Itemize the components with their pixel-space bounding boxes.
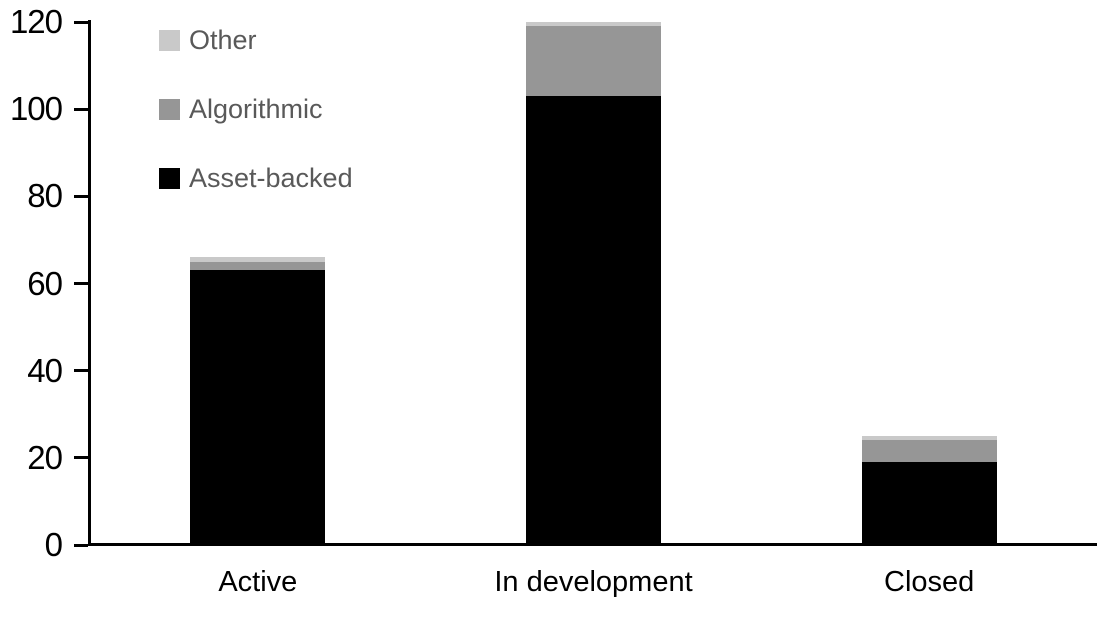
- legend-label-asset-backed: Asset-backed: [189, 163, 353, 193]
- legend-label-other: Other: [189, 25, 257, 55]
- segment-algorithmic: [526, 26, 661, 97]
- legend-swatch-asset-backed: [159, 168, 180, 189]
- y-tick-label-100: 100: [9, 90, 63, 128]
- segment-asset-backed: [861, 462, 997, 545]
- y-tick-label-60: 60: [27, 264, 63, 302]
- stacked-bar-in-development: [526, 22, 661, 545]
- y-tick-mark-80: [74, 194, 88, 198]
- stacked-bar-closed: [861, 436, 997, 545]
- x-label-closed: Closed: [884, 566, 975, 598]
- legend-item-other: Other: [159, 25, 257, 56]
- x-label-active: Active: [218, 566, 298, 598]
- y-tick-mark-120: [74, 20, 88, 24]
- segment-other: [190, 257, 326, 262]
- legend-item-algorithmic: Algorithmic: [159, 94, 323, 125]
- segment-algorithmic: [861, 440, 997, 463]
- y-axis-line: [88, 20, 91, 546]
- x-label-in-development: In development: [494, 566, 693, 598]
- segment-asset-backed: [190, 270, 326, 545]
- legend-label-algorithmic: Algorithmic: [189, 94, 323, 124]
- y-tick-mark-100: [74, 107, 88, 111]
- x-axis-category-labels: Active In development Closed: [90, 566, 1097, 599]
- y-tick-mark-20: [74, 456, 88, 460]
- y-tick-label-0: 0: [44, 526, 63, 563]
- y-tick-label-40: 40: [27, 351, 63, 389]
- y-tick-label-80: 80: [27, 177, 63, 215]
- bar-slot-active: [90, 22, 426, 545]
- legend-item-asset-backed: Asset-backed: [159, 163, 353, 194]
- y-tick-mark-60: [74, 282, 88, 285]
- y-tick-mark-0: [74, 543, 88, 547]
- bar-slot-closed: [761, 22, 1097, 545]
- y-tick-label-20: 20: [27, 438, 63, 476]
- legend-swatch-algorithmic: [159, 99, 180, 120]
- legend-swatch-other: [159, 30, 180, 51]
- segment-algorithmic: [190, 261, 326, 271]
- plot-area: [90, 22, 1097, 545]
- stacked-bar-active: [190, 257, 326, 545]
- segment-other: [861, 436, 997, 441]
- segment-other: [526, 22, 661, 27]
- y-tick-label-120: 120: [9, 3, 63, 40]
- bar-slot-in-development: [426, 22, 762, 545]
- segment-asset-backed: [526, 96, 661, 545]
- y-tick-mark-40: [74, 369, 88, 373]
- x-axis-line: [88, 543, 1097, 546]
